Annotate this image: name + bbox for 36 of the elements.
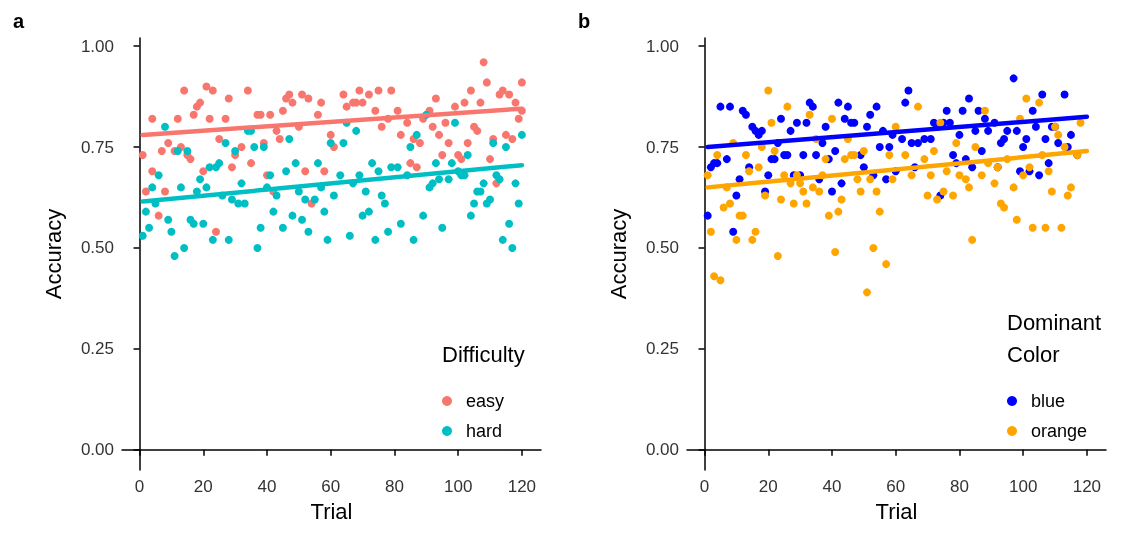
y-tick-label: 0.00 (645, 440, 679, 460)
x-tick-label: 60 (321, 477, 341, 496)
x-tick-label: 60 (886, 477, 906, 496)
x-tick-label: 20 (193, 477, 213, 496)
y-axis-title: Accuracy (40, 208, 66, 300)
x-tick-label: 40 (822, 477, 842, 496)
x-tick-label: 100 (443, 477, 473, 496)
y-tick-label: 0.25 (80, 339, 114, 359)
chart-title: a (13, 10, 25, 32)
y-tick-label: 0.50 (645, 238, 679, 258)
legend-label: hard (466, 421, 503, 441)
y-tick-label: 0.50 (80, 238, 114, 258)
y-tick-label: 1.00 (645, 36, 679, 56)
x-tick-label: 80 (949, 477, 969, 496)
legend-title: Dominant Color (1007, 309, 1108, 367)
y-tick-label: 0.25 (645, 339, 679, 359)
y-tick-label: 0.00 (80, 440, 114, 460)
y-tick-label: 0.75 (645, 137, 679, 157)
x-tick-label: 0 (134, 477, 145, 496)
chart-title: b (578, 10, 591, 32)
x-axis-title: Trial (875, 498, 918, 524)
x-tick-label: 20 (758, 477, 778, 496)
x-tick-label: 100 (1008, 477, 1038, 496)
x-tick-label: 40 (257, 477, 277, 496)
x-axis-title: Trial (310, 498, 353, 524)
x-tick-label: 120 (1072, 477, 1102, 496)
x-tick-label: 0 (699, 477, 710, 496)
legend-label: blue (1031, 391, 1066, 411)
y-tick-label: 1.00 (80, 36, 114, 56)
y-axis-title: Accuracy (605, 208, 631, 300)
legend-title: Difficulty (442, 341, 525, 367)
legend-label: orange (1031, 421, 1088, 441)
y-tick-label: 0.75 (80, 137, 114, 157)
x-tick-label: 80 (384, 477, 404, 496)
legend-label: easy (466, 391, 505, 411)
x-tick-label: 120 (507, 477, 537, 496)
